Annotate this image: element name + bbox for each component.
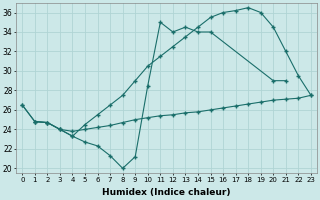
X-axis label: Humidex (Indice chaleur): Humidex (Indice chaleur) [102, 188, 231, 197]
